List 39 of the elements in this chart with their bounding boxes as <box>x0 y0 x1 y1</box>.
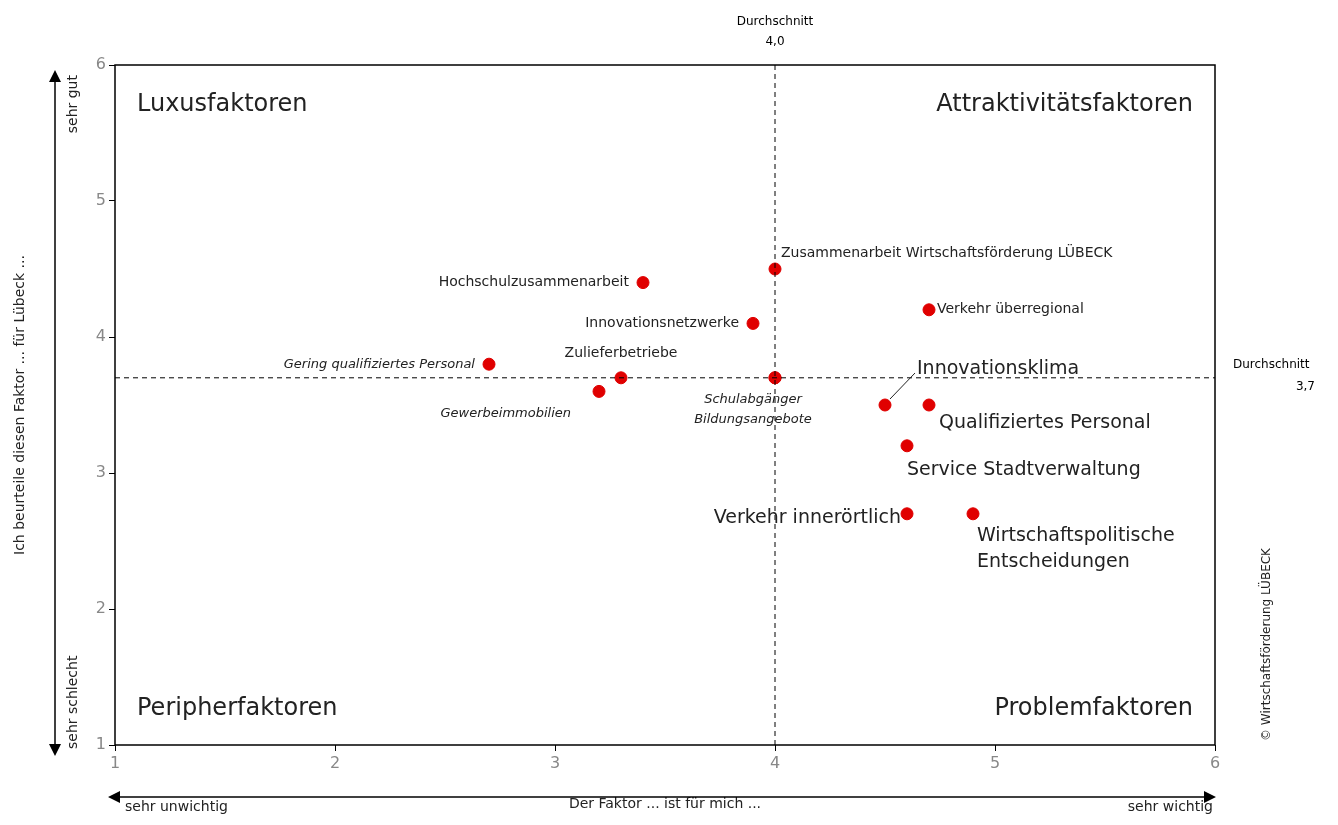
x-tick-label: 5 <box>989 752 1001 772</box>
annotation: Gewerbeimmobilien <box>440 404 571 420</box>
annotation: Peripherfaktoren <box>137 693 338 722</box>
text: sehr schlecht <box>63 655 80 749</box>
text: © Wirtschaftsförderung LÜBECK <box>1257 546 1274 741</box>
y-tick-label: 5 <box>95 190 106 210</box>
annotation: Service Stadtverwaltung <box>907 456 1141 479</box>
y-tick-label: 6 <box>95 54 106 74</box>
annotation: Zusammenarbeit Wirtschaftsförderung LÜBECK <box>781 242 1114 260</box>
annotation: Problemfaktoren <box>994 693 1193 722</box>
annotation: Hochschulzusammenarbeit <box>438 273 630 290</box>
ref-line-label: Durchschnitt 3,7 <box>1233 356 1315 393</box>
x-tick-label: 2 <box>329 752 341 772</box>
annotation: Wirtschaftspolitische Entscheidungen <box>977 522 1175 571</box>
y-axis-title: Ich beurteile diesen Faktor ... für Lübeck ... <box>11 255 28 555</box>
y-tick-label: 4 <box>95 326 106 346</box>
x-tick-label: 4 <box>769 752 781 772</box>
x-tick-label: 1 <box>109 752 121 772</box>
annotation: Qualifiziertes Personal <box>939 409 1151 432</box>
y-tick-label: 3 <box>95 462 106 482</box>
y-tick-label: 1 <box>95 734 106 754</box>
y-tick-label: 2 <box>95 598 106 618</box>
x-tick-label: 3 <box>549 752 561 772</box>
annotation: Gering qualifiziertes Personal <box>283 355 476 371</box>
text: sehr gut <box>63 74 80 134</box>
annotation: Innovationsklima <box>917 355 1080 378</box>
text: sehr wichtig <box>1127 797 1213 814</box>
annotation: Bildungsangebote <box>694 411 812 427</box>
ref-line-label: Durchschnitt 4,0 <box>736 14 814 48</box>
annotation: Luxusfaktoren <box>137 89 308 118</box>
annotation: Schulabgänger <box>704 391 804 407</box>
annotation: Verkehr überregional <box>937 300 1084 317</box>
annotation: Attraktivitätsfaktoren <box>936 89 1193 118</box>
annotation: Zulieferbetriebe <box>564 344 678 361</box>
x-tick-label: 6 <box>1209 752 1221 772</box>
annotation: Verkehr innerörtlich <box>713 504 901 527</box>
annotation: Innovationsnetzwerke <box>585 314 739 331</box>
text: sehr unwichtig <box>125 797 228 814</box>
x-axis-title: Der Faktor ... ist für mich ... <box>568 795 762 812</box>
